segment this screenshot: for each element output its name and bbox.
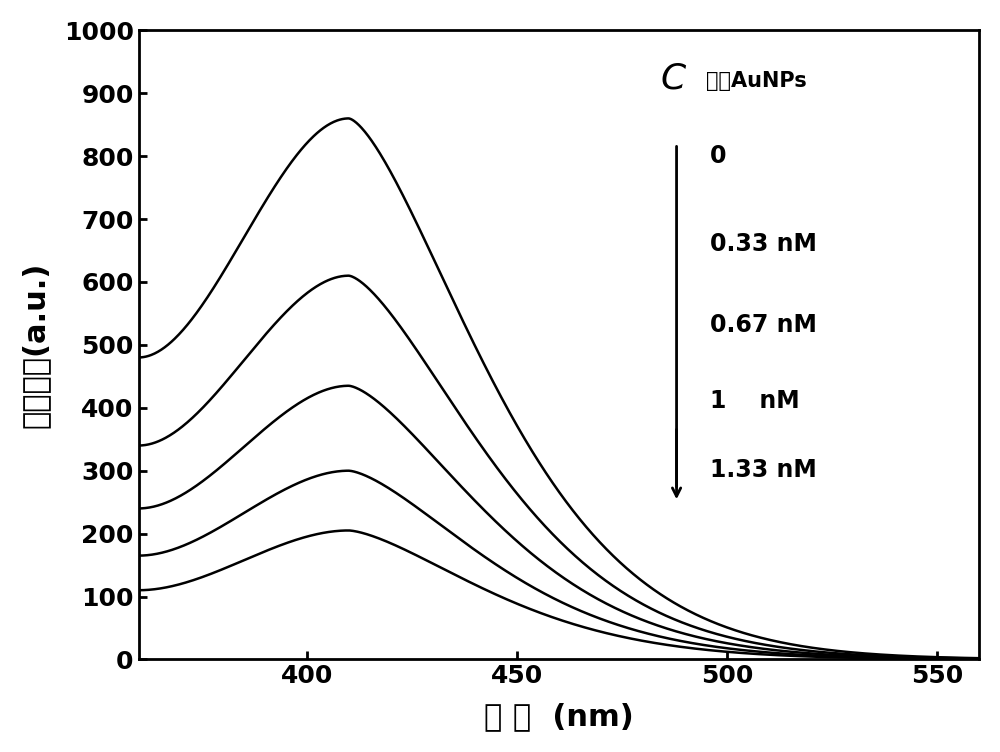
Text: $\mathbf{\mathit{C}}$: $\mathbf{\mathit{C}}$ — [660, 62, 687, 96]
Text: 0: 0 — [710, 144, 727, 168]
Text: 1    nM: 1 nM — [710, 389, 800, 413]
Text: 0.67 nM: 0.67 nM — [710, 314, 817, 338]
X-axis label: 波 长  (nm): 波 长 (nm) — [484, 702, 634, 731]
Text: 1.33 nM: 1.33 nM — [710, 458, 817, 482]
Y-axis label: 荧光强度(a.u.): 荧光强度(a.u.) — [21, 262, 50, 428]
Text: 修饰AuNPs: 修饰AuNPs — [706, 71, 807, 91]
Text: 0.33 nM: 0.33 nM — [710, 232, 817, 256]
